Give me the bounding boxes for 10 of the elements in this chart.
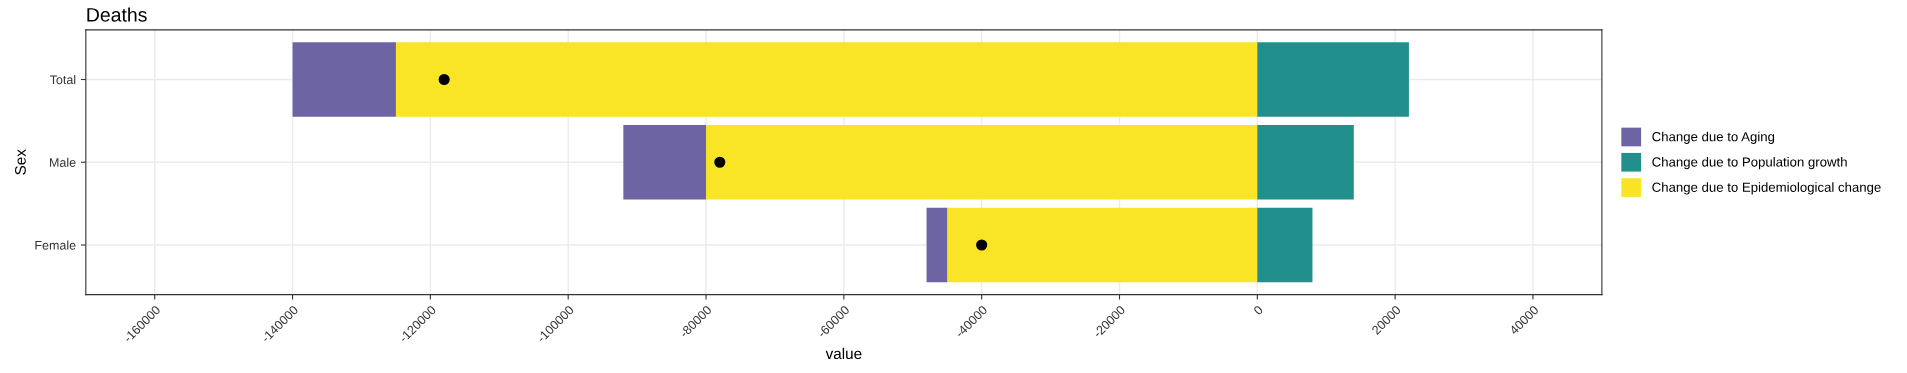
x-axis-title: value	[825, 347, 862, 360]
y-tick-label: Male	[50, 157, 76, 167]
y-tick-label: Female	[35, 240, 76, 250]
legend-label: Change due to Epidemiological change	[1652, 182, 1881, 195]
legend-label: Change due to Population growth	[1652, 156, 1847, 170]
y-axis-title: Sex	[15, 149, 26, 175]
x-tick-label: 0	[1252, 304, 1264, 316]
y-tick-label: Total	[49, 74, 76, 85]
legend-label: Change due to Aging	[1652, 131, 1775, 144]
chart-title: Deaths	[87, 7, 147, 22]
